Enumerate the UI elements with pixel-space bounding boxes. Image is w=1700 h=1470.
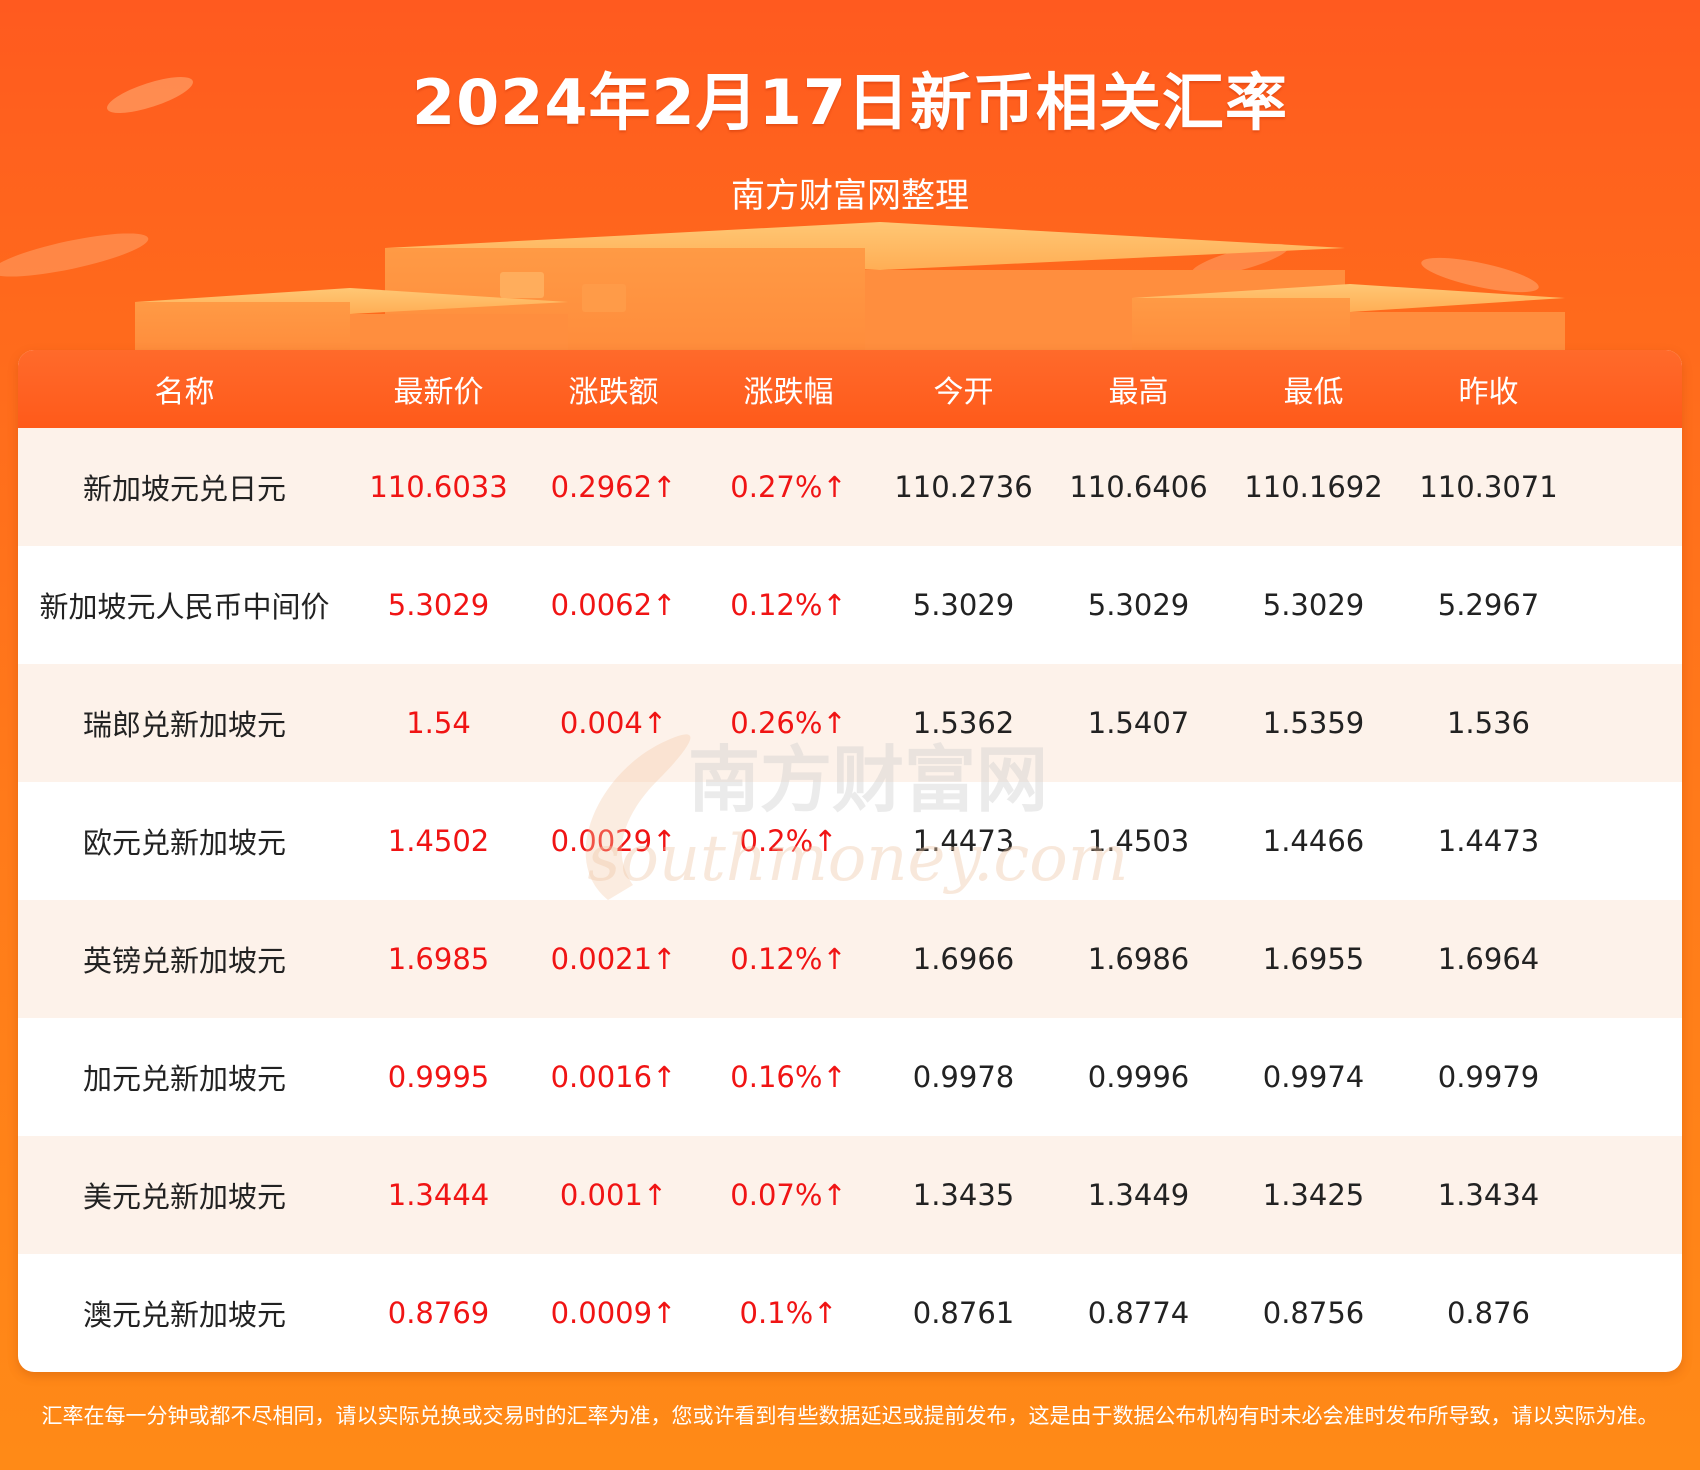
currency-pair-name: 美元兑新加坡元 xyxy=(82,1180,286,1214)
high-price: 1.6986 xyxy=(1087,942,1190,976)
change-percent: 0.12%↑ xyxy=(730,588,847,622)
high-price: 1.3449 xyxy=(1087,1178,1190,1212)
change-percent: 0.07%↑ xyxy=(730,1178,847,1212)
change-percent: 0.2%↑ xyxy=(739,824,838,858)
page-title: 2024年2月17日新币相关汇率 xyxy=(412,66,1288,139)
high-price: 0.8774 xyxy=(1087,1296,1190,1330)
table-row: 英镑兑新加坡元 1.6985 0.0021↑ 0.12%↑ 1.6966 1.6… xyxy=(18,900,1682,1018)
currency-pair-name: 澳元兑新加坡元 xyxy=(82,1298,286,1332)
latest-price: 0.8769 xyxy=(387,1296,490,1330)
high-price: 5.3029 xyxy=(1087,588,1190,622)
prev-close-price: 0.9979 xyxy=(1437,1060,1540,1094)
open-price: 110.2736 xyxy=(894,470,1033,504)
currency-pair-name: 欧元兑新加坡元 xyxy=(82,826,286,860)
open-price: 1.3435 xyxy=(912,1178,1015,1212)
table-row: 加元兑新加坡元 0.9995 0.0016↑ 0.16%↑ 0.9978 0.9… xyxy=(18,1018,1682,1136)
prev-close-price: 1.6964 xyxy=(1437,942,1540,976)
low-price: 1.5359 xyxy=(1262,706,1365,740)
column-header-change-pct: 涨跌幅 xyxy=(743,375,834,410)
high-price: 1.4503 xyxy=(1087,824,1190,858)
column-header-high: 最高 xyxy=(1108,375,1169,410)
exchange-rate-table: 名称 最新价 涨跌额 涨跌幅 今开 最高 最低 昨收 新加坡元兑日元 110.6… xyxy=(18,350,1682,1372)
change-amount: 0.004↑ xyxy=(559,706,668,740)
latest-price: 0.9995 xyxy=(387,1060,490,1094)
change-percent: 0.27%↑ xyxy=(730,470,847,504)
table-row: 新加坡元兑日元 110.6033 0.2962↑ 0.27%↑ 110.2736… xyxy=(18,428,1682,546)
column-header-open: 今开 xyxy=(933,375,994,410)
currency-pair-name: 新加坡元人民币中间价 xyxy=(39,590,330,624)
open-price: 1.6966 xyxy=(912,942,1015,976)
open-price: 0.9978 xyxy=(912,1060,1015,1094)
change-amount: 0.0016↑ xyxy=(550,1060,677,1094)
latest-price: 1.54 xyxy=(406,706,471,740)
column-header-name: 名称 xyxy=(154,375,215,410)
currency-pair-name: 瑞郎兑新加坡元 xyxy=(82,708,286,742)
change-amount: 0.0062↑ xyxy=(550,588,677,622)
latest-price: 1.6985 xyxy=(387,942,490,976)
low-price: 0.9974 xyxy=(1262,1060,1365,1094)
change-percent: 0.16%↑ xyxy=(730,1060,847,1094)
open-price: 5.3029 xyxy=(912,588,1015,622)
change-percent: 0.26%↑ xyxy=(730,706,847,740)
low-price: 5.3029 xyxy=(1262,588,1365,622)
latest-price: 110.6033 xyxy=(369,470,508,504)
high-price: 110.6406 xyxy=(1069,470,1208,504)
open-price: 0.8761 xyxy=(912,1296,1015,1330)
change-percent: 0.12%↑ xyxy=(730,942,847,976)
latest-price: 5.3029 xyxy=(387,588,490,622)
latest-price: 1.4502 xyxy=(387,824,490,858)
column-header-prev-close: 昨收 xyxy=(1458,375,1519,410)
prev-close-price: 1.3434 xyxy=(1437,1178,1540,1212)
table-header: 名称 最新价 涨跌额 涨跌幅 今开 最高 最低 昨收 xyxy=(18,350,1682,428)
latest-price: 1.3444 xyxy=(387,1178,490,1212)
low-price: 1.3425 xyxy=(1262,1178,1365,1212)
column-header-low: 最低 xyxy=(1283,375,1344,410)
table-row: 瑞郎兑新加坡元 1.54 0.004↑ 0.26%↑ 1.5362 1.5407… xyxy=(18,664,1682,782)
table-row: 新加坡元人民币中间价 5.3029 0.0062↑ 0.12%↑ 5.3029 … xyxy=(18,546,1682,664)
prev-close-price: 0.876 xyxy=(1446,1296,1531,1330)
change-amount: 0.0009↑ xyxy=(550,1296,677,1330)
currency-pair-name: 加元兑新加坡元 xyxy=(82,1062,286,1096)
low-price: 1.6955 xyxy=(1262,942,1365,976)
prev-close-price: 110.3071 xyxy=(1419,470,1558,504)
prev-close-price: 1.4473 xyxy=(1437,824,1540,858)
low-price: 110.1692 xyxy=(1244,470,1383,504)
open-price: 1.5362 xyxy=(912,706,1015,740)
change-amount: 0.001↑ xyxy=(559,1178,668,1212)
change-amount: 0.2962↑ xyxy=(550,470,677,504)
change-amount: 0.0029↑ xyxy=(550,824,677,858)
high-price: 0.9996 xyxy=(1087,1060,1190,1094)
column-header-change: 涨跌额 xyxy=(568,375,659,410)
table-row: 欧元兑新加坡元 1.4502 0.0029↑ 0.2%↑ 1.4473 1.45… xyxy=(18,782,1682,900)
currency-pair-name: 英镑兑新加坡元 xyxy=(82,944,286,978)
prev-close-price: 1.536 xyxy=(1446,706,1531,740)
open-price: 1.4473 xyxy=(912,824,1015,858)
page-subtitle: 南方财富网整理 xyxy=(731,176,969,216)
prev-close-price: 5.2967 xyxy=(1437,588,1540,622)
table-row: 澳元兑新加坡元 0.8769 0.0009↑ 0.1%↑ 0.8761 0.87… xyxy=(18,1254,1682,1372)
table-row: 美元兑新加坡元 1.3444 0.001↑ 0.07%↑ 1.3435 1.34… xyxy=(18,1136,1682,1254)
change-percent: 0.1%↑ xyxy=(739,1296,838,1330)
low-price: 0.8756 xyxy=(1262,1296,1365,1330)
disclaimer-note: 汇率在每一分钟或都不尽相同，请以实际兑换或交易时的汇率为准，您或许看到有些数据延… xyxy=(41,1404,1659,1428)
high-price: 1.5407 xyxy=(1087,706,1190,740)
currency-pair-name: 新加坡元兑日元 xyxy=(82,472,286,506)
low-price: 1.4466 xyxy=(1262,824,1365,858)
column-header-latest: 最新价 xyxy=(393,375,484,410)
change-amount: 0.0021↑ xyxy=(550,942,677,976)
